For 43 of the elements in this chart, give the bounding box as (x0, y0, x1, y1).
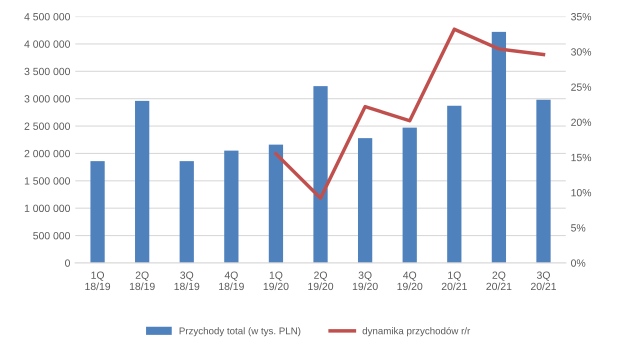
y-tick-label: 500 000 (33, 232, 70, 240)
legend-label: Przychody total (w tys. PLN) (180, 327, 300, 336)
y-tick-label: 1 000 000 (24, 204, 70, 212)
y2-tick-label: 15% (571, 154, 592, 162)
bar (135, 100, 150, 263)
y-tick-label: 2 000 000 (24, 150, 70, 158)
bar (536, 100, 551, 263)
x-tick-label: 1Q 20/21 (442, 272, 467, 290)
x-tick-label: 2Q 19/20 (308, 272, 334, 290)
x-tick-label: 3Q 18/19 (174, 272, 200, 290)
y-tick-label: 0 (65, 259, 70, 267)
y2-tick-label: 25% (571, 83, 592, 91)
x-tick-label: 3Q 19/20 (352, 272, 378, 290)
bar (313, 86, 328, 263)
y-tick-label: 1 500 000 (24, 177, 70, 185)
y2-tick-label: 35% (571, 13, 592, 20)
bar (492, 32, 506, 263)
bar (90, 161, 105, 263)
y2-tick-label: 0% (571, 259, 586, 267)
y-tick-label: 3 000 000 (24, 95, 70, 103)
y-tick-label: 2 500 000 (24, 122, 70, 130)
bar (224, 150, 238, 263)
x-tick-label: 2Q 18/19 (130, 272, 155, 290)
y2-tick-label: 10% (571, 189, 592, 196)
x-tick-label: 3Q 20/21 (530, 272, 556, 290)
x-tick-label: 4Q 18/19 (219, 272, 244, 290)
bar (268, 144, 284, 263)
y-tick-label: 4 000 000 (24, 40, 70, 48)
line-series (274, 27, 546, 200)
x-tick-label: 1Q 19/20 (264, 272, 289, 290)
bar (447, 106, 462, 263)
legend-label: dynamika przychodów r/r (362, 327, 470, 336)
y2-tick-label: 20% (571, 118, 592, 126)
bar (358, 138, 372, 263)
x-tick-label: 4Q 19/20 (397, 272, 422, 290)
y2-tick-label: 30% (571, 48, 592, 56)
bar (402, 128, 417, 263)
x-tick-label: 2Q 20/21 (486, 272, 512, 290)
y-tick-label: 4 500 000 (24, 13, 70, 20)
y2-tick-label: 5% (571, 224, 586, 232)
bar (180, 161, 194, 263)
y-tick-label: 3 500 000 (24, 68, 70, 76)
x-tick-label: 1Q 18/19 (85, 272, 110, 290)
